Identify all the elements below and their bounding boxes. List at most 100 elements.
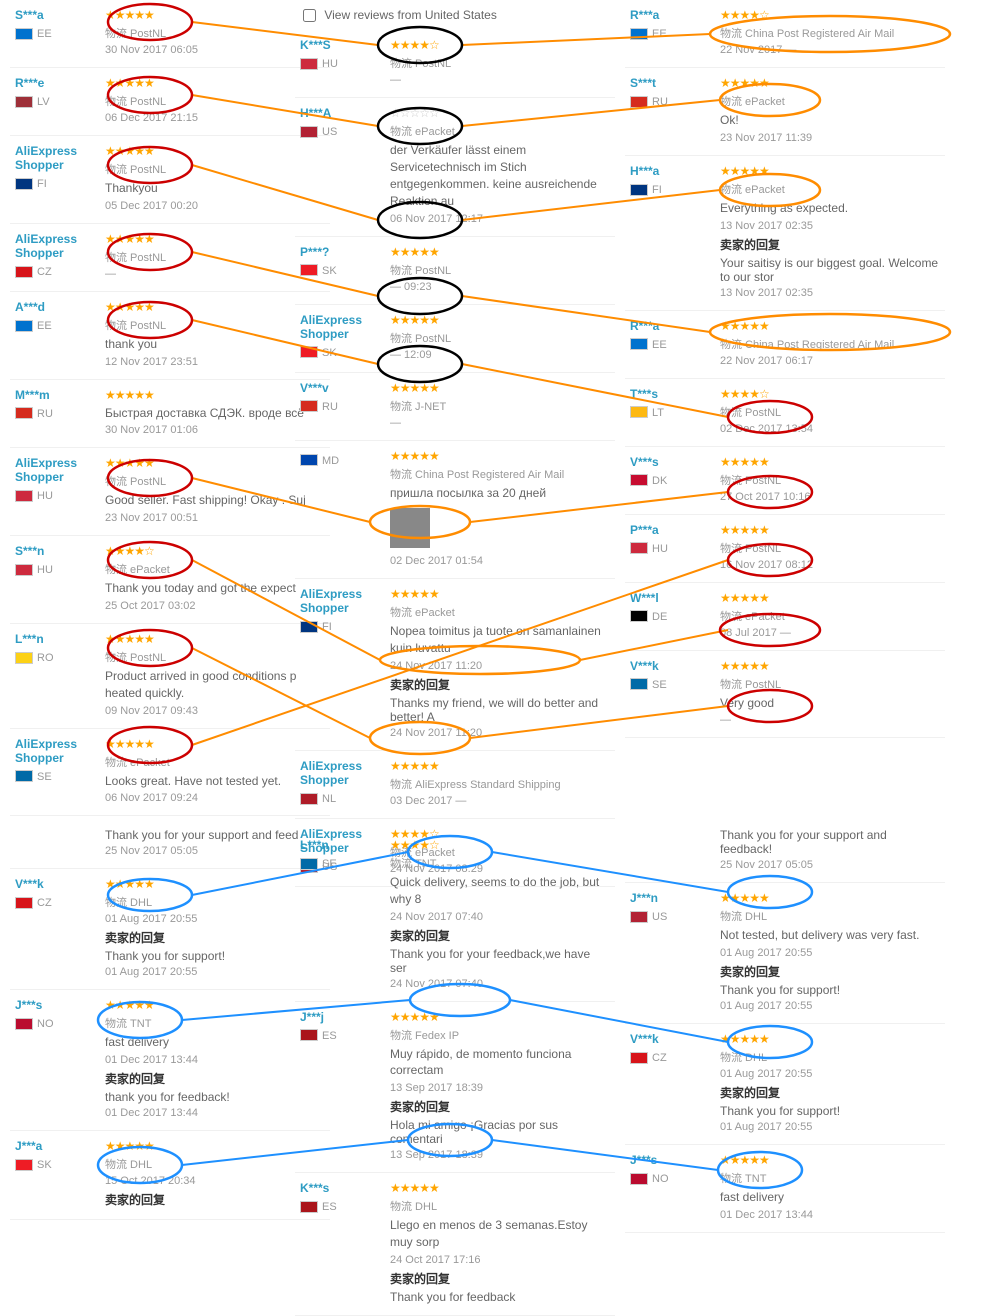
review-date: 01 Aug 2017 20:55	[105, 913, 325, 925]
country-flag-icon	[300, 400, 318, 412]
reviewer-name[interactable]: AliExpress Shopper	[15, 144, 105, 172]
review-item: H***a FI ★★★★★ 物流 ePacket Everything as …	[625, 156, 945, 311]
country-code: LT	[652, 407, 664, 419]
review-date: 30 Nov 2017 01:06	[105, 424, 325, 436]
reviewer-name[interactable]: R***e	[15, 76, 105, 90]
country-flag-icon	[630, 28, 648, 40]
reviewer-name[interactable]: J***s	[15, 998, 105, 1012]
reviewer-name[interactable]: AliExpress Shopper	[15, 737, 105, 765]
country-flag-icon	[630, 610, 648, 622]
reviewer-name[interactable]: T***s	[630, 387, 720, 401]
reviewer-name[interactable]: S***n	[15, 544, 105, 558]
reviewer-name[interactable]: R***a	[630, 8, 720, 22]
reviewer-name[interactable]: P***a	[630, 523, 720, 537]
country-code: EE	[37, 320, 52, 332]
reviewer-name[interactable]: V***k	[630, 1032, 720, 1046]
reviewer-name[interactable]: J***s	[630, 1153, 720, 1167]
reviewer-name[interactable]: A***d	[15, 300, 105, 314]
star-rating: ★★★★★	[720, 591, 940, 605]
reviewer-name[interactable]: K***s	[300, 1181, 390, 1195]
seller-reply-title: 卖家的回复	[105, 1070, 325, 1087]
country-code: RU	[652, 96, 668, 108]
reviewer-name[interactable]: V***v	[300, 381, 390, 395]
seller-reply-text: Thank you for support!	[105, 949, 325, 963]
shipping-method: 物流 China Post Registered Air Mail	[390, 466, 610, 482]
reviewer-name[interactable]: K***S	[300, 38, 390, 52]
review-item: AliExpress Shopper FI ★★★★★ 物流 ePacket N…	[295, 579, 615, 751]
reviewer-name[interactable]: AliExpress Shopper	[15, 456, 105, 484]
reviewer-name[interactable]: S***t	[630, 76, 720, 90]
review-comment: thank you	[105, 336, 325, 353]
reviewer-name[interactable]: AliExpress Shopper	[300, 313, 390, 341]
country-code: NL	[322, 793, 336, 805]
country-code: NO	[37, 1018, 54, 1030]
review-item: AliExpress Shopper HU ★★★★★ 物流 PostNL Go…	[10, 448, 330, 536]
reviewer-name[interactable]: M***m	[15, 388, 105, 402]
reviewer-name[interactable]: AliExpress Shopper	[300, 759, 390, 787]
star-rating: ★★★★★	[720, 1153, 940, 1167]
reviewer-name[interactable]: P***?	[300, 245, 390, 259]
review-date: —	[720, 714, 940, 726]
reviewer-name[interactable]: H***a	[630, 164, 720, 178]
seller-reply-text: Thank you for support!	[720, 983, 940, 997]
seller-reply-date: 13 Sep 2017 18:39	[390, 1149, 610, 1161]
country-flag-icon	[300, 58, 318, 70]
reviewer-name[interactable]: R***a	[630, 319, 720, 333]
reviewer-name[interactable]: AliExpress Shopper	[15, 232, 105, 260]
shipping-method: 物流 ePacket	[105, 754, 325, 770]
reviewer-name[interactable]: V***k	[15, 877, 105, 891]
shipping-method: 物流 PostNL	[105, 249, 325, 265]
reviewer-name[interactable]: J***j	[300, 1010, 390, 1024]
star-rating: ★★★★★	[720, 455, 940, 469]
country-code: RU	[322, 401, 338, 413]
review-item: L***n RO ★★★★★ 物流 PostNL Product arrived…	[10, 624, 330, 729]
star-rating: ★★★★★	[390, 381, 610, 395]
reviewer-name[interactable]: J***a	[15, 1139, 105, 1153]
filter-checkbox[interactable]	[303, 9, 316, 22]
review-item: J***n US ★★★★★ 物流 DHL Not tested, but de…	[625, 883, 945, 1024]
reviewer-name[interactable]: S***a	[15, 8, 105, 22]
star-rating: ★★★★★	[390, 449, 610, 463]
star-rating: ★★★★☆	[390, 38, 610, 52]
shipping-method: 物流 PostNL	[390, 330, 610, 346]
review-item: J***j ES ★★★★★ 物流 Fedex IP Muy rápido, d…	[295, 1002, 615, 1174]
country-code: RO	[37, 652, 54, 664]
reviewer-name[interactable]: AliExpress Shopper	[300, 587, 390, 615]
reviewer-name[interactable]: J***n	[630, 891, 720, 905]
country-flag-icon	[15, 897, 33, 909]
review-column: Thank you for your support and feed 25 N…	[10, 820, 330, 1220]
country-flag-icon	[300, 346, 318, 358]
star-rating: ★★★★☆	[390, 838, 610, 852]
star-rating: ★★★★★	[720, 659, 940, 673]
reviewer-name[interactable]: L***n	[300, 838, 390, 852]
shipping-method: 物流 ePacket	[105, 561, 325, 577]
reviewer-name[interactable]: V***k	[630, 659, 720, 673]
reviewer-name[interactable]: H***A	[300, 106, 390, 120]
country-code: EE	[652, 339, 667, 351]
reviewer-name[interactable]: W***l	[630, 591, 720, 605]
review-date: 13 Sep 2017 18:39	[390, 1082, 610, 1094]
star-rating: ★★★★★	[720, 76, 940, 90]
shipping-method: 物流 PostNL	[390, 262, 610, 278]
reviewer-name[interactable]: V***s	[630, 455, 720, 469]
seller-reply-text: Thank you for feedback	[390, 1290, 610, 1304]
seller-reply-title: 卖家的回复	[390, 676, 610, 693]
review-date: 06 Dec 2017 21:15	[105, 112, 325, 124]
review-thumbnail[interactable]	[390, 508, 430, 548]
shipping-method: 物流 China Post Registered Air Mail	[720, 336, 940, 352]
reviewer-name[interactable]: L***n	[15, 632, 105, 646]
review-date: — 09:23	[390, 281, 610, 293]
country-flag-icon	[15, 320, 33, 332]
review-item: AliExpress Shopper SK ★★★★★ 物流 PostNL — …	[295, 305, 615, 373]
review-comment: пришла посылка за 20 дней	[390, 485, 610, 502]
country-flag-icon	[15, 1018, 33, 1030]
country-code: FI	[652, 184, 662, 196]
review-item: MD ★★★★★ 物流 China Post Registered Air Ma…	[295, 441, 615, 580]
review-comment: fast delivery	[720, 1189, 940, 1206]
shipping-method: 物流 DHL	[720, 1049, 940, 1065]
seller-reply-date: 01 Aug 2017 20:55	[720, 1000, 940, 1012]
review-column: View reviews from United States K***S HU…	[295, 0, 615, 887]
review-date: 01 Dec 2017 13:44	[720, 1209, 940, 1221]
review-comment: Ok!	[720, 112, 940, 129]
country-flag-icon	[15, 178, 33, 190]
